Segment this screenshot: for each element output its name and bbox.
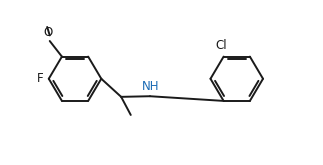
Text: O: O: [44, 26, 53, 39]
Text: F: F: [37, 72, 44, 85]
Text: NH: NH: [141, 80, 159, 93]
Text: Cl: Cl: [215, 39, 227, 52]
